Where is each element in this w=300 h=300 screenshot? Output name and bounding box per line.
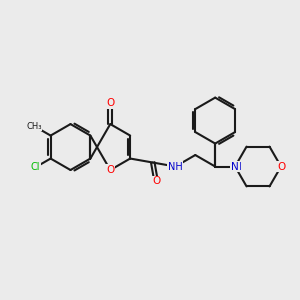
Text: N: N xyxy=(231,161,239,172)
Text: O: O xyxy=(152,176,160,186)
Text: NH: NH xyxy=(168,161,183,172)
Text: CH₃: CH₃ xyxy=(26,122,42,130)
Text: Cl: Cl xyxy=(31,162,40,172)
Text: O: O xyxy=(277,161,285,172)
Text: O: O xyxy=(106,98,114,108)
Text: N: N xyxy=(234,161,242,172)
Text: O: O xyxy=(106,165,114,175)
